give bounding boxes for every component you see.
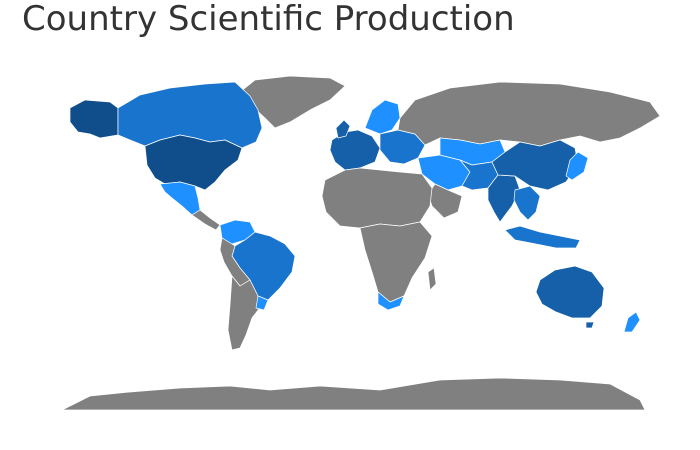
region-antarctica	[61, 377, 646, 411]
map-title: Country Scientific Production	[22, 0, 515, 39]
region-uruguay	[255, 295, 269, 311]
region-united-kingdom	[335, 119, 351, 139]
region-china	[491, 139, 579, 191]
region-south-africa	[377, 291, 405, 311]
region-central-america	[191, 209, 221, 231]
region-australia	[535, 265, 605, 319]
region-southeast-asia	[513, 185, 541, 221]
region-greenland	[239, 75, 346, 129]
region-scandinavia	[364, 99, 401, 135]
region-indonesia	[504, 225, 581, 249]
region-alaska	[69, 99, 119, 139]
region-western-europe	[329, 129, 381, 171]
region-new-zealand	[623, 311, 641, 333]
region-russia	[397, 81, 661, 147]
region-arabia	[427, 183, 463, 219]
region-central-africa	[359, 221, 433, 303]
region-argentina-chile	[227, 275, 263, 351]
region-united-states	[144, 134, 243, 191]
region-mexico	[159, 181, 201, 216]
region-north-africa	[321, 167, 433, 229]
region-japan-korea	[565, 151, 589, 181]
landmasses	[61, 75, 661, 411]
region-tasmania	[585, 321, 595, 329]
region-madagascar	[427, 267, 437, 291]
